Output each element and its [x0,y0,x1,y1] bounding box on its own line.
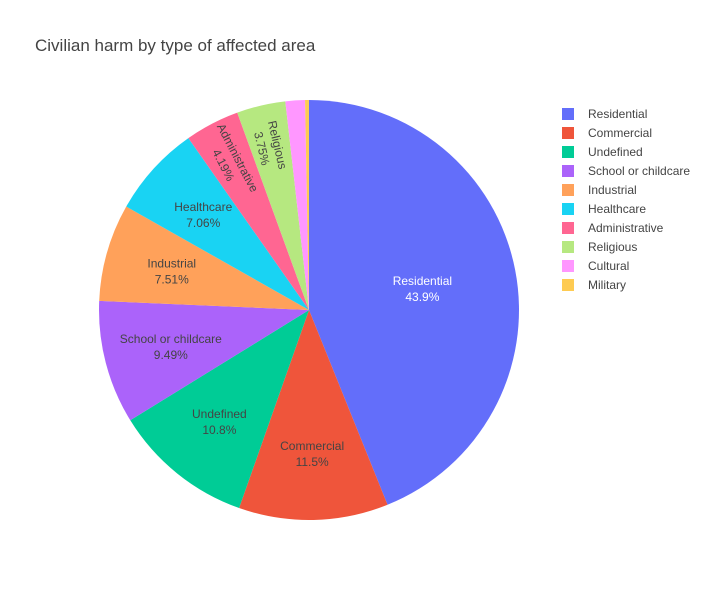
legend-swatch [562,127,574,139]
slice-label-name: Industrial [147,257,196,271]
legend-label: Administrative [588,221,664,235]
pie-slice-religious[interactable] [237,101,309,311]
slice-label-percent: 43.9% [405,290,439,304]
legend-label: Commercial [588,126,652,140]
pie-slice-school-or-childcare[interactable] [99,300,310,421]
slice-label-name: Residential [393,274,452,288]
legend-item-military[interactable]: Military [562,278,626,292]
legend-item-administrative[interactable]: Administrative [562,221,664,235]
slice-label-industrial: Industrial 7.51% [147,257,196,287]
pie-slice-residential[interactable] [309,100,520,505]
slice-label-percent: 10.8% [202,423,236,437]
slice-label-percent: 7.51% [155,273,189,287]
slice-label-percent: 9.49% [154,348,188,362]
legend-label: Religious [588,240,637,254]
legend-item-cultural[interactable]: Cultural [562,259,629,273]
legend-item-school-or-childcare[interactable]: School or childcare [562,164,690,178]
slice-label-residential: Residential 43.9% [393,274,452,304]
pie-slice-cultural[interactable] [285,100,309,310]
slice-label-name: School or childcare [120,332,222,346]
slice-label-healthcare: Healthcare 7.06% [174,200,232,230]
legend-label: Healthcare [588,202,646,216]
legend-label: Industrial [588,183,637,197]
slice-label-undefined: Undefined 10.8% [192,407,247,437]
slice-label-percent: 11.5% [296,455,329,469]
legend-item-residential[interactable]: Residential [562,107,647,121]
legend-label: Cultural [588,259,629,273]
slice-label-percent: 7.06% [186,216,220,230]
legend-swatch [562,146,574,158]
pie-slice-military[interactable] [305,100,309,310]
legend-label: School or childcare [588,164,690,178]
legend-swatch [562,184,574,196]
legend-label: Military [588,278,626,292]
legend-item-industrial[interactable]: Industrial [562,183,637,197]
pie-slice-industrial[interactable] [99,206,309,310]
pie-slice-healthcare[interactable] [126,138,309,310]
legend-swatch [562,279,574,291]
legend-swatch [562,108,574,120]
slice-label-name: Healthcare [174,200,232,214]
pie-slices [99,100,520,520]
slice-label-commercial: Commercial 11.5% [280,439,344,469]
pie-slice-undefined[interactable] [130,310,309,509]
legend: Residential Commercial Undefined School or … [562,107,690,292]
slice-label-name: Undefined [192,407,247,421]
legend-item-undefined[interactable]: Undefined [562,145,643,159]
legend-swatch [562,241,574,253]
slice-label-school-or-childcare: School or childcare 9.49% [120,332,222,362]
legend-swatch [562,222,574,234]
legend-swatch [562,203,574,215]
slice-label-name: Commercial [280,439,344,453]
legend-label: Undefined [588,145,643,159]
legend-swatch [562,165,574,177]
legend-label: Residential [588,107,647,121]
legend-item-healthcare[interactable]: Healthcare [562,202,646,216]
legend-item-religious[interactable]: Religious [562,240,637,254]
pie-slice-commercial[interactable] [239,310,388,520]
legend-swatch [562,260,574,272]
legend-item-commercial[interactable]: Commercial [562,126,652,140]
chart-title: Civilian harm by type of affected area [35,36,316,55]
pie-slice-administrative[interactable] [188,112,309,310]
